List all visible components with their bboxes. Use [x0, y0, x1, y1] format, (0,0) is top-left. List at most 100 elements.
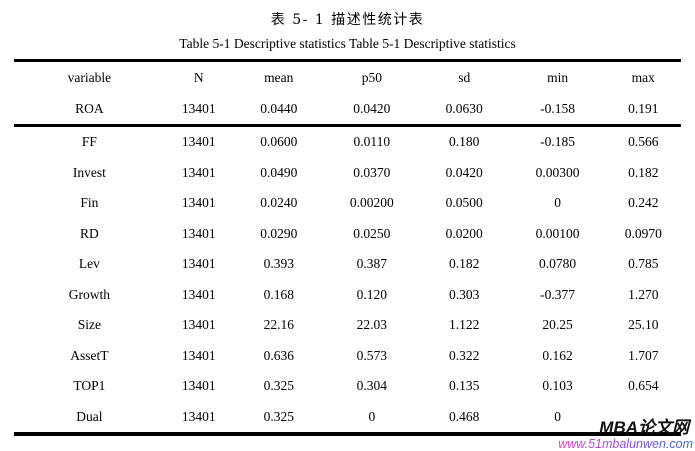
value-cell: 0.00100 [535, 225, 580, 241]
value-cell: 0 [368, 408, 376, 424]
value-cell: 0.0440 [260, 100, 298, 116]
value-cell: 0.636 [263, 347, 294, 363]
value-cell: 13401 [181, 317, 216, 333]
variable-label: Dual [76, 408, 103, 424]
column-header: N [193, 69, 204, 85]
value-cell: 0.0500 [445, 195, 483, 211]
column-header: max [631, 69, 655, 85]
column-header: mean [264, 69, 294, 85]
value-cell: -0.185 [540, 134, 575, 150]
value-cell: 13401 [181, 100, 216, 116]
variable-label: Size [77, 317, 101, 333]
table-row: RD 13401 0.0290 0.0250 0.0200 0.00100 0.0970 [14, 219, 681, 250]
value-cell: 22.16 [263, 317, 294, 333]
value-cell: 0.0600 [260, 134, 298, 150]
column-header: min [547, 69, 569, 85]
value-cell: 0.0370 [353, 164, 391, 180]
value-cell: -0.158 [540, 100, 575, 116]
value-cell: 0.785 [628, 256, 659, 272]
value-cell: 0.393 [263, 256, 294, 272]
value-cell: 0.654 [628, 378, 659, 394]
value-cell: 0.182 [449, 256, 480, 272]
table-caption-english: Table 5-1 Descriptive statistics Table 5… [179, 36, 516, 51]
value-cell: 0.180 [449, 134, 480, 150]
table-row: Size 13401 22.16 22.03 1.122 20.25 25.10 [14, 310, 681, 341]
value-cell: 0.120 [356, 286, 387, 302]
value-cell: 0.0970 [624, 225, 662, 241]
value-cell: 1.122 [449, 317, 480, 333]
column-header: sd [458, 69, 471, 85]
table-row: Fin 13401 0.0240 0.00200 0.0500 0 0.242 [14, 188, 681, 219]
value-cell: 0.325 [263, 408, 294, 424]
value-cell: 0.168 [263, 286, 294, 302]
value-cell: 0.0420 [353, 100, 391, 116]
variable-label: ROA [75, 100, 104, 116]
value-cell: 13401 [181, 408, 216, 424]
value-cell: 13401 [181, 164, 216, 180]
table-row: Lev 13401 0.393 0.387 0.182 0.0780 0.785 [14, 249, 681, 280]
variable-label: Invest [72, 164, 106, 180]
table-row: Invest 13401 0.0490 0.0370 0.0420 0.00300 0.18… [14, 158, 681, 189]
value-cell: 0.387 [356, 256, 387, 272]
value-cell: 0.191 [628, 100, 659, 116]
value-cell: 0.0250 [353, 225, 391, 241]
variable-label: RD [79, 225, 99, 241]
value-cell: 13401 [181, 347, 216, 363]
table-row: FF 13401 0.0600 0.0110 0.180 -0.185 0.566 [14, 126, 681, 158]
variable-label: Lev [78, 256, 100, 272]
value-cell: 0.182 [628, 164, 659, 180]
value-cell: 0.00200 [349, 195, 394, 211]
value-cell: 13401 [181, 286, 216, 302]
column-header: p50 [361, 69, 382, 85]
value-cell: 25.10 [628, 317, 659, 333]
value-cell: 13401 [181, 134, 216, 150]
value-cell: 0.162 [542, 347, 573, 363]
value-cell [606, 402, 681, 435]
value-cell: 22.03 [356, 317, 387, 333]
table-row: ROA 13401 0.0440 0.0420 0.0630 -0.158 0.191 [14, 93, 681, 126]
value-cell: 0 [554, 408, 561, 424]
value-cell: 13401 [181, 378, 216, 394]
column-header: variable [67, 69, 112, 85]
value-cell: -0.377 [540, 286, 575, 302]
value-cell: 0.0110 [353, 134, 391, 150]
table-row: Growth 13401 0.168 0.120 0.303 -0.377 1.270 [14, 280, 681, 311]
table-body: FF 13401 0.0600 0.0110 0.180 -0.185 0.566 Inves… [14, 126, 681, 435]
variable-label: AssetT [70, 347, 109, 363]
value-cell: 13401 [181, 195, 216, 211]
value-cell: 0.0290 [260, 225, 298, 241]
variable-label: Fin [80, 195, 99, 211]
value-cell: 0.468 [449, 408, 480, 424]
value-cell: 0.0490 [260, 164, 298, 180]
variable-label: FF [81, 134, 97, 150]
value-cell: 0.103 [542, 378, 573, 394]
value-cell: 0.566 [628, 134, 659, 150]
thesis-page: 表 5- 1 描述性统计表 Table 5-1 Descriptive stat… [0, 9, 695, 451]
table-row: AssetT 13401 0.636 0.573 0.322 0.162 1.707 [14, 341, 681, 372]
value-cell: 1.707 [628, 347, 659, 363]
value-cell: 0.0420 [445, 164, 483, 180]
value-cell: 0.242 [628, 195, 659, 211]
value-cell: 0.0630 [445, 100, 483, 116]
watermark-url: www.51mbalunwen.com [558, 437, 693, 451]
value-cell: 0.325 [263, 378, 294, 394]
value-cell: 0 [554, 195, 561, 211]
value-cell: 0.00300 [535, 164, 580, 180]
table-caption-chinese: 表 5- 1 描述性统计表 [270, 12, 425, 28]
value-cell: 13401 [181, 256, 216, 272]
value-cell: 0.135 [449, 378, 480, 394]
variable-label: Growth [68, 286, 110, 302]
table-row: Dual 13401 0.325 0 0.468 0 [14, 402, 681, 435]
value-cell: 0.0780 [539, 256, 577, 272]
variable-label: TOP1 [73, 378, 106, 394]
value-cell: 0.0200 [445, 225, 483, 241]
value-cell: 1.270 [628, 286, 659, 302]
value-cell: 0.0240 [260, 195, 298, 211]
value-cell: 0.304 [356, 378, 387, 394]
value-cell: 0.573 [356, 347, 387, 363]
value-cell: 20.25 [542, 317, 573, 333]
value-cell: 0.303 [449, 286, 480, 302]
